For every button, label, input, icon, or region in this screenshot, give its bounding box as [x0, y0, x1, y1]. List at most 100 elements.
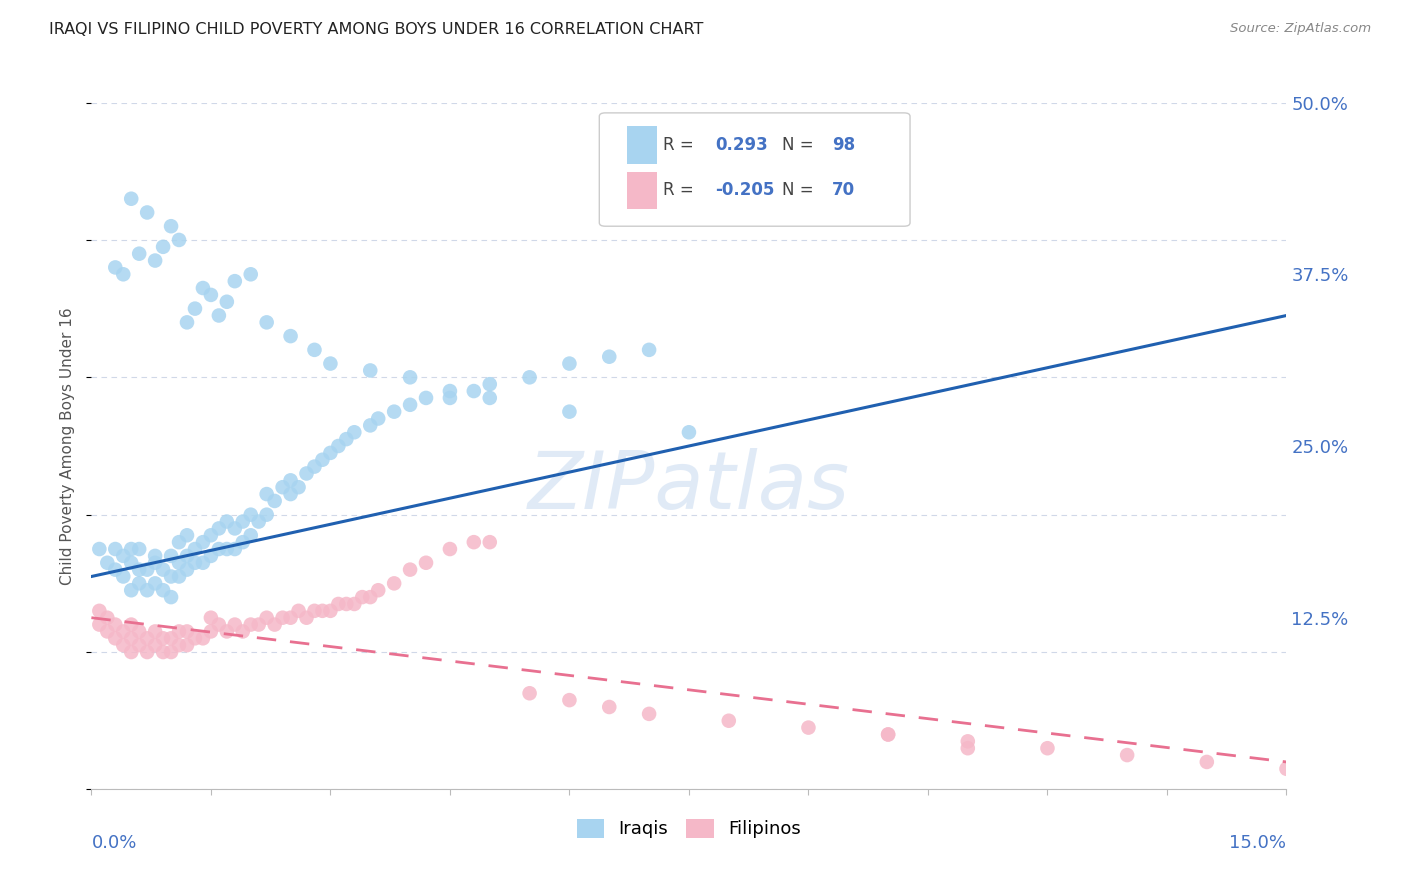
Point [128, 563, 150, 577]
Text: N =: N = [782, 136, 820, 154]
Point [463, 384, 485, 398]
Point [104, 542, 127, 557]
Point [367, 583, 389, 598]
Point [143, 624, 166, 639]
Text: N =: N = [782, 181, 820, 200]
Point [247, 515, 270, 529]
Point [1275, 762, 1298, 776]
Point [191, 535, 214, 549]
Point [120, 645, 142, 659]
Point [143, 549, 166, 563]
Point [112, 268, 135, 282]
Point [143, 638, 166, 652]
Point [89, 542, 111, 557]
Point [256, 508, 278, 522]
Text: 15.0%: 15.0% [1229, 834, 1286, 852]
Text: R =: R = [662, 181, 699, 200]
Point [167, 233, 190, 247]
Point [399, 563, 422, 577]
Point [200, 611, 222, 625]
Point [167, 569, 190, 583]
Point [200, 288, 222, 302]
Point [638, 706, 661, 721]
Point [295, 611, 318, 625]
Point [224, 274, 246, 288]
Point [638, 343, 661, 357]
Point [128, 542, 150, 557]
Point [120, 583, 142, 598]
Point [263, 494, 285, 508]
Point [224, 617, 246, 632]
Point [439, 542, 461, 557]
Point [335, 432, 357, 446]
Point [478, 377, 501, 392]
Point [271, 480, 294, 494]
Point [439, 391, 461, 405]
Point [128, 246, 150, 260]
Point [152, 240, 174, 254]
Point [96, 611, 118, 625]
Point [271, 611, 294, 625]
Point [160, 645, 183, 659]
Point [359, 363, 381, 377]
Text: -0.205: -0.205 [716, 181, 775, 200]
Point [160, 219, 183, 234]
Point [224, 521, 246, 535]
Point [208, 309, 231, 323]
Point [319, 446, 342, 460]
Point [160, 590, 183, 604]
Point [232, 535, 254, 549]
Point [215, 542, 238, 557]
Point [224, 542, 246, 557]
Bar [627, 127, 657, 164]
Point [143, 253, 166, 268]
Point [215, 294, 238, 309]
Point [184, 632, 207, 646]
Point [136, 645, 159, 659]
Point [439, 384, 461, 398]
Legend: Iraqis, Filipinos: Iraqis, Filipinos [569, 812, 808, 846]
Point [232, 624, 254, 639]
Point [280, 611, 302, 625]
Point [89, 604, 111, 618]
Point [877, 727, 900, 741]
Point [678, 425, 700, 440]
Point [328, 439, 350, 453]
Point [208, 542, 231, 557]
Point [120, 617, 142, 632]
Point [304, 604, 326, 618]
Point [176, 549, 198, 563]
Point [877, 727, 900, 741]
Point [232, 515, 254, 529]
Point [359, 590, 381, 604]
Point [136, 583, 159, 598]
Point [335, 597, 357, 611]
Point [96, 556, 118, 570]
Text: 0.0%: 0.0% [91, 834, 136, 852]
Point [191, 632, 214, 646]
Point [176, 624, 198, 639]
Point [136, 205, 159, 219]
Point [176, 638, 198, 652]
Point [104, 617, 127, 632]
Point [167, 624, 190, 639]
Point [956, 734, 979, 748]
Text: 98: 98 [832, 136, 855, 154]
Point [280, 487, 302, 501]
Point [280, 473, 302, 487]
Point [311, 604, 333, 618]
Point [352, 590, 374, 604]
Point [208, 521, 231, 535]
Point [208, 617, 231, 632]
Point [152, 632, 174, 646]
Point [256, 487, 278, 501]
Point [215, 515, 238, 529]
Point [558, 405, 581, 419]
Point [463, 535, 485, 549]
Point [478, 391, 501, 405]
Point [136, 563, 159, 577]
Point [112, 549, 135, 563]
Point [96, 624, 118, 639]
Point [176, 563, 198, 577]
Point [104, 260, 127, 275]
